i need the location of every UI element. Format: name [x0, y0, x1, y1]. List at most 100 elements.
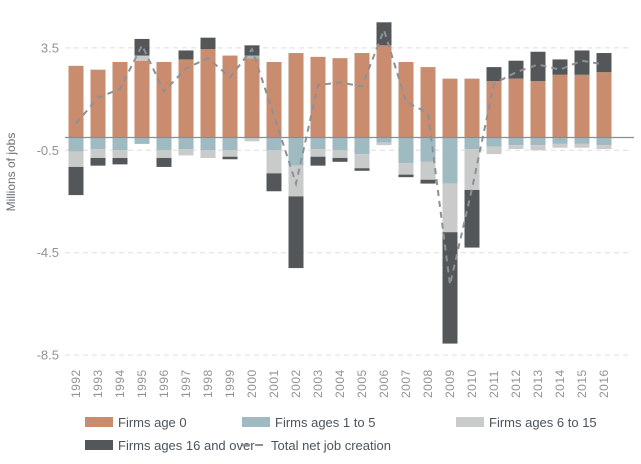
bar-segment-2006	[376, 142, 392, 146]
legend-label-total-net-job-creation: Total net job creation	[271, 437, 391, 453]
bar-segment-2008	[420, 179, 436, 184]
legend-swatch-firms-ages-1-to-5	[242, 417, 270, 427]
x-tick-label: 2010	[465, 369, 479, 398]
bar-segment-2004	[332, 58, 348, 138]
bar-segment-1998	[200, 49, 216, 138]
x-tick-label: 2013	[531, 369, 545, 398]
bar-segment-2010	[464, 78, 480, 138]
bar-segment-2015	[574, 50, 590, 75]
legend-label-firms-ages-16-and-over: Firms ages 16 and over	[118, 437, 255, 453]
bar-segment-2004	[332, 150, 348, 158]
x-tick-label: 2007	[399, 369, 413, 398]
bar-segment-2006	[376, 45, 392, 138]
bar-segment-2005	[354, 154, 370, 169]
bar-segment-1997	[178, 137, 194, 150]
x-tick-label: 2004	[333, 369, 347, 398]
bar-segment-2009	[442, 137, 458, 184]
legend-label-firms-age-0: Firms age 0	[118, 414, 187, 430]
bar-segment-1997	[178, 149, 194, 156]
bar-segment-2012	[508, 78, 524, 138]
legend-swatch-firms-age-0	[85, 417, 113, 427]
bar-segment-2002	[288, 137, 304, 166]
bar-segment-1998	[200, 37, 216, 50]
bar-segment-1992	[68, 137, 84, 152]
bar-segment-2008	[420, 67, 436, 138]
bar-segment-1993	[90, 157, 106, 166]
x-tick-label: 1999	[223, 369, 237, 398]
bar-segment-2003	[310, 156, 326, 166]
x-tick-label: 2009	[443, 369, 457, 398]
bar-segment-2001	[266, 173, 282, 192]
x-tick-label: 2003	[311, 369, 325, 398]
bar-segment-1992	[68, 151, 84, 167]
bar-segment-2013	[530, 145, 546, 151]
bar-segment-2008	[420, 137, 436, 162]
bar-segment-2012	[508, 145, 524, 150]
bar-segment-2009	[442, 78, 458, 138]
x-tick-label: 2002	[289, 369, 303, 398]
legend-item-firms-ages-16-and-over: Firms ages 16 and over	[85, 437, 255, 453]
bar-segment-1999	[222, 137, 238, 151]
bar-segment-1993	[90, 137, 106, 150]
bar-segment-2011	[486, 67, 502, 82]
total-net-job-creation-line	[75, 26, 605, 285]
bar-segment-1996	[156, 137, 172, 151]
bar-segment-2007	[398, 174, 414, 178]
bar-segment-1999	[222, 156, 238, 160]
bar-segment-2014	[552, 143, 568, 148]
bar-segment-2003	[310, 137, 326, 150]
bar-segment-1997	[178, 50, 194, 60]
bar-segment-2016	[596, 72, 612, 138]
bar-segment-2014	[552, 59, 568, 75]
bar-segment-2000	[244, 137, 260, 142]
x-tick-label: 2015	[575, 369, 589, 398]
x-tick-label: 2001	[267, 369, 281, 398]
x-tick-label: 2014	[553, 369, 567, 398]
bar-segment-2005	[354, 53, 370, 138]
bar-segment-2002	[288, 53, 304, 138]
bar-segment-2002	[288, 196, 304, 269]
bar-segment-2000	[244, 58, 260, 138]
bar-segment-2005	[354, 137, 370, 155]
x-tick-label: 2012	[509, 369, 523, 398]
legend-item-firms-age-0: Firms age 0	[85, 414, 187, 430]
bar-segment-2011	[486, 146, 502, 155]
bar-segment-2004	[332, 157, 348, 162]
bar-segment-2011	[486, 137, 502, 147]
bar-segment-1999	[222, 150, 238, 157]
bar-segment-2013	[530, 51, 546, 82]
bar-segment-1994	[112, 157, 128, 165]
bar-segment-1996	[156, 61, 172, 138]
bar-segment-2015	[574, 74, 590, 138]
bar-segment-2001	[266, 61, 282, 138]
bar-segment-1994	[112, 137, 128, 151]
bar-segment-1999	[222, 55, 238, 138]
bar-segment-1992	[68, 65, 84, 138]
bar-segment-1998	[200, 137, 216, 151]
bar-segment-2014	[552, 137, 568, 144]
x-tick-label: 2000	[245, 369, 259, 398]
legend-dashed-line-marker	[242, 444, 266, 446]
y-axis-title: Millions of jobs	[4, 133, 18, 212]
x-tick-label: 1996	[157, 369, 171, 398]
x-tick-label: 2006	[377, 369, 391, 398]
bar-segment-2010	[464, 137, 480, 150]
bar-segment-1994	[112, 61, 128, 138]
bar-segment-2006	[376, 22, 392, 46]
bar-segment-2015	[574, 143, 590, 148]
x-tick-label: 2008	[421, 369, 435, 398]
bar-segment-1996	[156, 157, 172, 167]
bar-segment-1998	[200, 150, 216, 158]
x-tick-label: 1994	[113, 369, 127, 398]
x-tick-label: 1993	[91, 369, 105, 398]
legend-item-firms-ages-6-to-15: Firms ages 6 to 15	[456, 415, 597, 430]
bar-segment-1995	[134, 60, 150, 138]
bar-segment-2016	[596, 53, 612, 73]
bar-segment-1996	[156, 150, 172, 158]
bar-segment-1995	[134, 137, 150, 144]
bar-segment-2010	[464, 149, 480, 190]
bar-segment-2012	[508, 137, 524, 146]
y-tick-label: -4.5	[37, 245, 59, 260]
x-tick-label: 1997	[179, 369, 193, 398]
bar-segment-2016	[596, 145, 612, 150]
